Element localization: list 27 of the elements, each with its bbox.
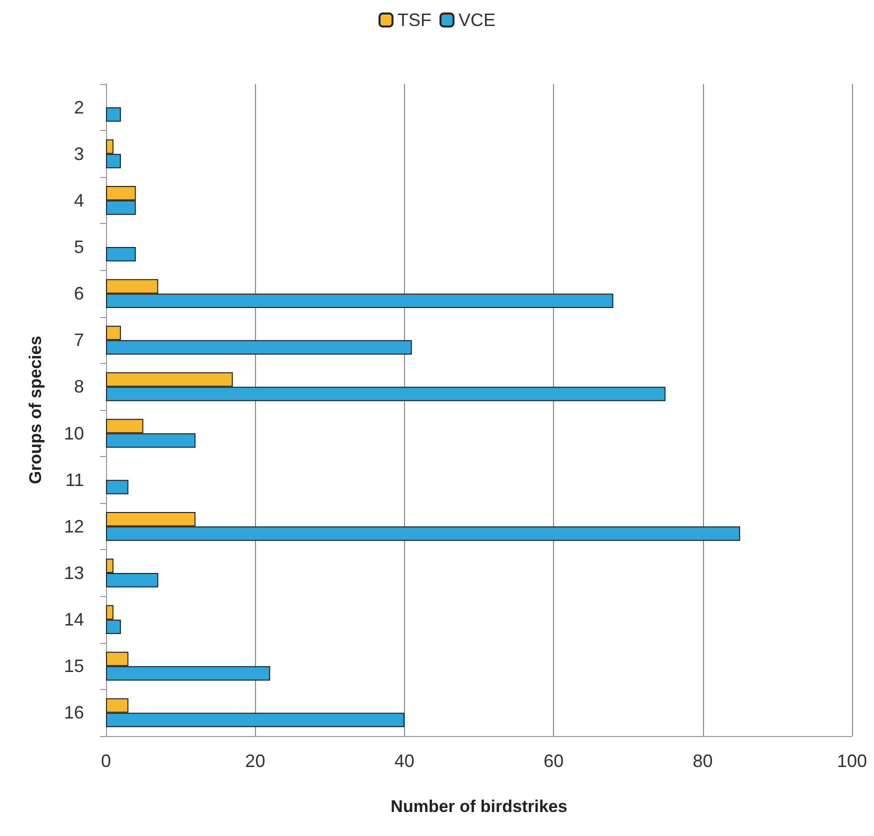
x-tick-label: 0 <box>100 751 112 771</box>
y-tick-label: 15 <box>64 656 84 676</box>
y-tick-label: 3 <box>74 144 84 164</box>
bar <box>106 247 136 262</box>
y-axis-title: Groups of species <box>26 336 45 484</box>
bar <box>106 480 128 494</box>
y-tick-label: 2 <box>74 97 84 118</box>
y-tick-label: 5 <box>74 237 84 257</box>
y-tick-label: 14 <box>64 610 84 630</box>
y-tick-label: 12 <box>64 516 84 536</box>
legend-label: TSF <box>397 10 432 30</box>
bar <box>106 107 121 122</box>
x-tick-label: 80 <box>692 751 713 771</box>
y-tick-label: 4 <box>74 190 84 210</box>
x-axis-title: Number of birdstrikes <box>390 797 568 816</box>
x-tick-label: 60 <box>544 751 564 771</box>
x-tick-label: 20 <box>245 751 266 771</box>
y-tick-label: 11 <box>65 470 84 490</box>
x-tick-label: 100 <box>836 751 868 771</box>
y-tick-label: 8 <box>74 376 84 397</box>
y-tick-label: 10 <box>64 423 84 444</box>
x-tick-label: 40 <box>394 751 414 771</box>
y-tick-label: 7 <box>74 330 84 350</box>
y-tick-label: 6 <box>74 284 84 304</box>
y-tick-label: 16 <box>64 702 84 723</box>
y-tick-label: 13 <box>64 563 84 583</box>
legend-label: VCE <box>458 10 496 30</box>
